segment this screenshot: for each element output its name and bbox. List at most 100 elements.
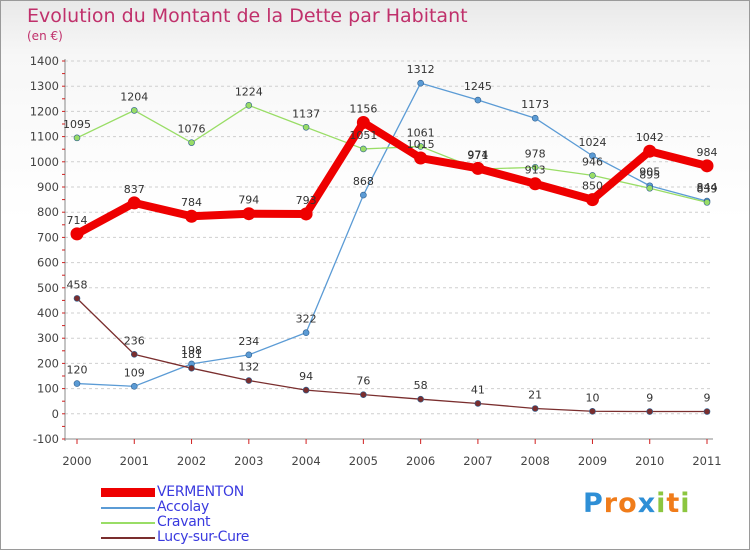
y-tick-label: 800 bbox=[37, 205, 59, 219]
data-point-vermenton bbox=[643, 144, 657, 158]
y-tick-label: 1000 bbox=[30, 155, 59, 169]
legend-swatch-vermenton bbox=[101, 488, 155, 497]
data-point-lucy-sur-cure bbox=[589, 407, 596, 415]
legend-label-accolay: Accolay bbox=[157, 499, 209, 515]
x-tick-label: 2006 bbox=[406, 454, 435, 468]
data-label-accolay: 198 bbox=[181, 344, 202, 357]
data-label-accolay: 844 bbox=[697, 181, 718, 194]
data-point-cravant bbox=[589, 172, 596, 179]
data-point-cravant bbox=[130, 107, 138, 114]
data-label-vermenton: 850 bbox=[582, 180, 603, 193]
y-tick-label: 200 bbox=[37, 356, 59, 370]
data-point-lucy-sur-cure bbox=[302, 386, 310, 394]
proxiti-logo: Proxiti bbox=[583, 488, 691, 519]
data-label-cravant: 839 bbox=[697, 182, 718, 195]
data-point-lucy-sur-cure bbox=[73, 295, 81, 302]
x-tick-label: 2005 bbox=[349, 454, 378, 468]
legend-swatch-lucy-sur-cure bbox=[101, 537, 155, 539]
x-tick-label: 2009 bbox=[578, 454, 607, 468]
data-point-cravant bbox=[245, 102, 253, 109]
y-tick-label: 1300 bbox=[30, 79, 59, 93]
data-label-accolay: 1173 bbox=[521, 98, 549, 111]
data-label-lucy-sur-cure: 76 bbox=[356, 375, 370, 388]
data-label-cravant: 1051 bbox=[349, 129, 377, 142]
data-label-vermenton: 837 bbox=[124, 183, 145, 196]
data-point-accolay bbox=[245, 351, 253, 359]
data-label-vermenton: 714 bbox=[67, 214, 88, 227]
y-tick-label: 300 bbox=[37, 331, 59, 345]
data-label-vermenton: 1042 bbox=[636, 131, 664, 144]
data-point-cravant bbox=[73, 134, 81, 142]
data-point-lucy-sur-cure bbox=[531, 405, 539, 412]
data-label-cravant: 1095 bbox=[63, 118, 91, 131]
data-label-cravant: 971 bbox=[467, 149, 488, 162]
data-point-accolay bbox=[531, 114, 539, 122]
data-label-lucy-sur-cure: 21 bbox=[528, 389, 542, 402]
data-label-vermenton: 1156 bbox=[349, 102, 377, 115]
data-label-cravant: 946 bbox=[582, 155, 603, 168]
logo-letter: t bbox=[666, 488, 681, 519]
legend-label-vermenton: VERMENTON bbox=[157, 484, 244, 500]
data-label-cravant: 1061 bbox=[407, 126, 435, 139]
y-tick-label: -100 bbox=[33, 432, 59, 446]
data-label-accolay: 1312 bbox=[407, 63, 435, 76]
data-point-cravant bbox=[188, 139, 195, 146]
data-point-vermenton bbox=[700, 159, 714, 173]
legend-swatch-accolay bbox=[101, 507, 155, 509]
x-tick-label: 2002 bbox=[177, 454, 206, 468]
data-label-lucy-sur-cure: 9 bbox=[646, 392, 653, 405]
data-point-accolay bbox=[302, 329, 310, 336]
data-label-cravant: 1076 bbox=[178, 123, 206, 136]
data-label-accolay: 120 bbox=[67, 364, 88, 377]
data-label-vermenton: 794 bbox=[238, 194, 259, 207]
logo-letter: x bbox=[637, 488, 657, 519]
data-label-lucy-sur-cure: 181 bbox=[181, 348, 202, 361]
data-label-accolay: 1024 bbox=[578, 136, 606, 149]
legend-swatch-cravant bbox=[101, 522, 155, 524]
data-label-accolay: 905 bbox=[639, 166, 660, 179]
data-label-lucy-sur-cure: 10 bbox=[585, 391, 599, 404]
chart-subtitle: (en €) bbox=[27, 29, 63, 43]
data-point-lucy-sur-cure bbox=[474, 400, 482, 407]
series-line-lucy-sur-cure bbox=[76, 297, 708, 413]
data-point-vermenton bbox=[471, 161, 485, 175]
data-point-cravant bbox=[646, 184, 654, 192]
data-point-accolay bbox=[589, 152, 596, 160]
logo-letter: i bbox=[680, 488, 691, 519]
data-point-accolay bbox=[130, 383, 138, 390]
data-label-lucy-sur-cure: 236 bbox=[124, 334, 145, 347]
logo-letter: r bbox=[603, 488, 619, 519]
legend-label-lucy-sur-cure: Lucy-sur-Cure bbox=[157, 529, 250, 545]
data-label-cravant: 1204 bbox=[120, 90, 148, 103]
data-point-vermenton bbox=[414, 151, 428, 165]
data-label-accolay: 234 bbox=[238, 335, 259, 348]
logo-letter: o bbox=[618, 488, 638, 519]
series-line-cravant bbox=[76, 104, 708, 204]
data-label-lucy-sur-cure: 132 bbox=[238, 361, 259, 374]
data-point-accolay bbox=[360, 191, 367, 199]
x-tick-label: 2008 bbox=[521, 454, 550, 468]
x-tick-label: 2010 bbox=[635, 454, 664, 468]
data-label-vermenton: 784 bbox=[181, 196, 202, 209]
y-tick-label: 600 bbox=[37, 256, 59, 270]
data-label-cravant: 1137 bbox=[292, 107, 320, 120]
data-point-cravant bbox=[531, 164, 539, 171]
logo-letter: P bbox=[583, 488, 604, 519]
data-point-vermenton bbox=[299, 207, 313, 221]
data-label-lucy-sur-cure: 41 bbox=[471, 383, 485, 396]
data-point-lucy-sur-cure bbox=[130, 351, 138, 358]
x-tick-label: 2011 bbox=[692, 454, 721, 468]
data-label-accolay: 322 bbox=[296, 313, 317, 326]
data-point-vermenton bbox=[185, 209, 199, 223]
data-point-lucy-sur-cure bbox=[703, 408, 711, 415]
data-point-cravant bbox=[360, 145, 367, 153]
data-label-cravant: 978 bbox=[525, 147, 546, 160]
y-tick-label: 500 bbox=[37, 281, 59, 295]
data-label-accolay: 109 bbox=[124, 366, 145, 379]
data-label-lucy-sur-cure: 94 bbox=[299, 370, 313, 383]
x-tick-label: 2001 bbox=[120, 454, 149, 468]
data-point-lucy-sur-cure bbox=[188, 364, 195, 372]
x-tick-label: 2007 bbox=[463, 454, 492, 468]
data-point-vermenton bbox=[242, 207, 256, 221]
